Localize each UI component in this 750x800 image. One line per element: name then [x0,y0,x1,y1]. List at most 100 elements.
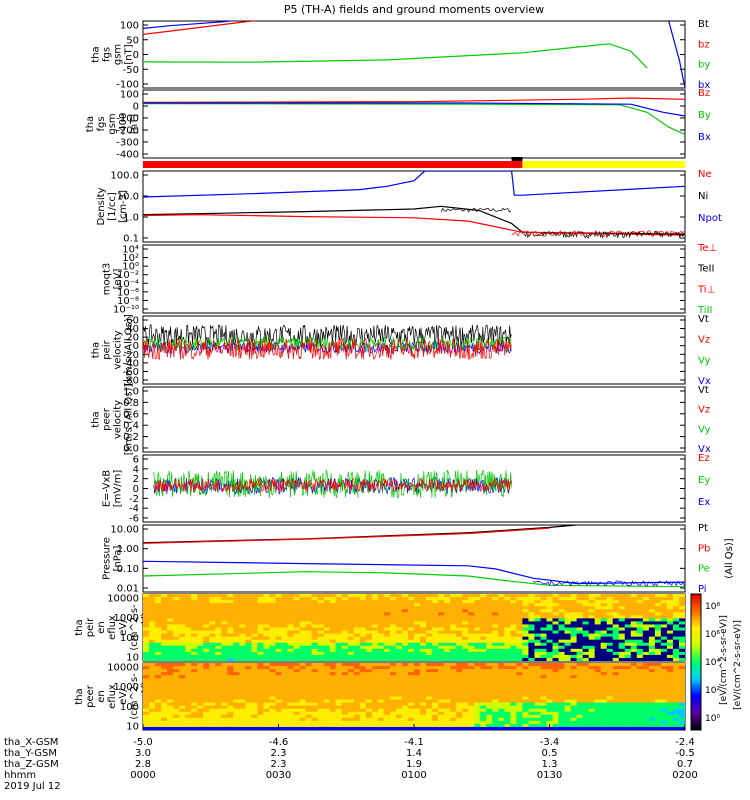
heatmap-cell [588,687,596,691]
heatmap-cell [395,705,403,710]
heatmap-cell [293,684,300,688]
heatmap-cell [558,711,565,716]
heatmap-cell [444,708,451,713]
heatmap-cell [486,708,493,713]
heatmap-cell [383,672,391,676]
heatmap-cell [389,627,397,631]
heatmap-cell [528,684,535,688]
heatmap-cell [534,672,541,676]
heatmap-cell [239,597,246,601]
heatmap-cell [666,666,674,670]
heatmap-cell [426,636,433,641]
heatmap-cell [209,642,216,647]
y-axis-label: fgs [96,116,107,131]
heatmap-cell [317,612,325,616]
heatmap-cell [347,606,355,610]
heatmap-cell [462,726,469,730]
heatmap-cell [480,699,487,703]
heatmap-cell [564,597,571,601]
heatmap-cell [426,687,433,691]
heatmap-cell [462,699,469,703]
heatmap-cell [287,594,294,598]
heatmap-cell [546,675,553,679]
heatmap-cell [534,657,541,661]
heatmap-cell [329,690,337,694]
heatmap-cell [492,726,499,730]
heatmap-cell [401,714,409,719]
heatmap-cell [474,714,481,719]
heatmap-cell [353,702,361,707]
heatmap-cell [305,687,313,691]
heatmap-cell [414,675,421,679]
heatmap-cell [642,666,650,670]
heatmap-cell [654,612,662,616]
heatmap-cell [648,687,656,691]
heatmap-cell [263,630,270,634]
heatmap-cell [401,717,409,722]
heatmap-cell [383,636,391,641]
heatmap-cell [462,609,469,613]
heatmap-cell [221,681,228,685]
heatmap-cell [438,690,445,694]
heatmap-cell [245,723,252,728]
heatmap-cell [299,684,306,688]
heatmap-cell [420,717,427,722]
heatmap-cell [263,669,270,673]
heatmap-cell [516,606,523,610]
heatmap-cell [149,603,156,607]
heatmap-cell [678,618,685,622]
legend-Vt: Vt [698,385,709,396]
heatmap-cell [504,711,511,716]
heatmap-cell [227,645,234,650]
chart-title: P5 (TH-A) fields and ground moments over… [284,3,544,16]
heatmap-cell [353,717,361,722]
heatmap-cell [185,705,192,710]
heatmap-cell [233,648,240,653]
heatmap-cell [275,594,282,598]
heatmap-cell [498,666,505,670]
heatmap-cell [528,618,535,622]
heatmap-cell [606,675,614,679]
heatmap-cell [606,600,614,604]
heatmap-cell [474,630,481,634]
heatmap-cell [498,669,505,673]
heatmap-cell [654,675,662,679]
heatmap-cell [209,687,216,691]
heatmap-cell [179,723,186,728]
heatmap-cell [341,726,349,730]
heatmap-cell [474,678,481,682]
heatmap-cell [341,612,349,616]
heatmap-cell [173,657,180,661]
heatmap-cell [383,705,391,710]
heatmap-cell [468,702,475,707]
heatmap-cell [161,702,168,707]
heatmap-cell [233,699,240,703]
heatmap-cell [588,615,596,619]
heatmap-cell [546,705,553,710]
heatmap-cell [221,654,228,659]
heatmap-cell [630,675,638,679]
heatmap-cell [185,726,192,730]
heatmap-cell [359,693,367,697]
heatmap-cell [528,627,535,631]
heatmap-cell [227,663,234,667]
heatmap-cell [341,666,349,670]
heatmap-cell [215,690,222,694]
heatmap-cell [281,600,288,604]
heatmap-cell [606,603,614,607]
heatmap-cell [474,594,481,598]
heatmap-cell [444,717,451,722]
heatmap-cell [395,639,403,644]
heatmap-cell [426,594,433,598]
heatmap-cell [209,630,216,634]
heatmap-cell [317,675,325,679]
heatmap-cell [323,633,331,638]
heatmap-cell [510,621,517,625]
heatmap-cell [600,717,608,722]
heatmap-cell [221,684,228,688]
legend-Ey: Ey [698,475,710,486]
heatmap-cell [245,687,252,691]
heatmap-cell [630,657,638,661]
heatmap-cell [155,627,162,631]
heatmap-cell [546,699,553,703]
